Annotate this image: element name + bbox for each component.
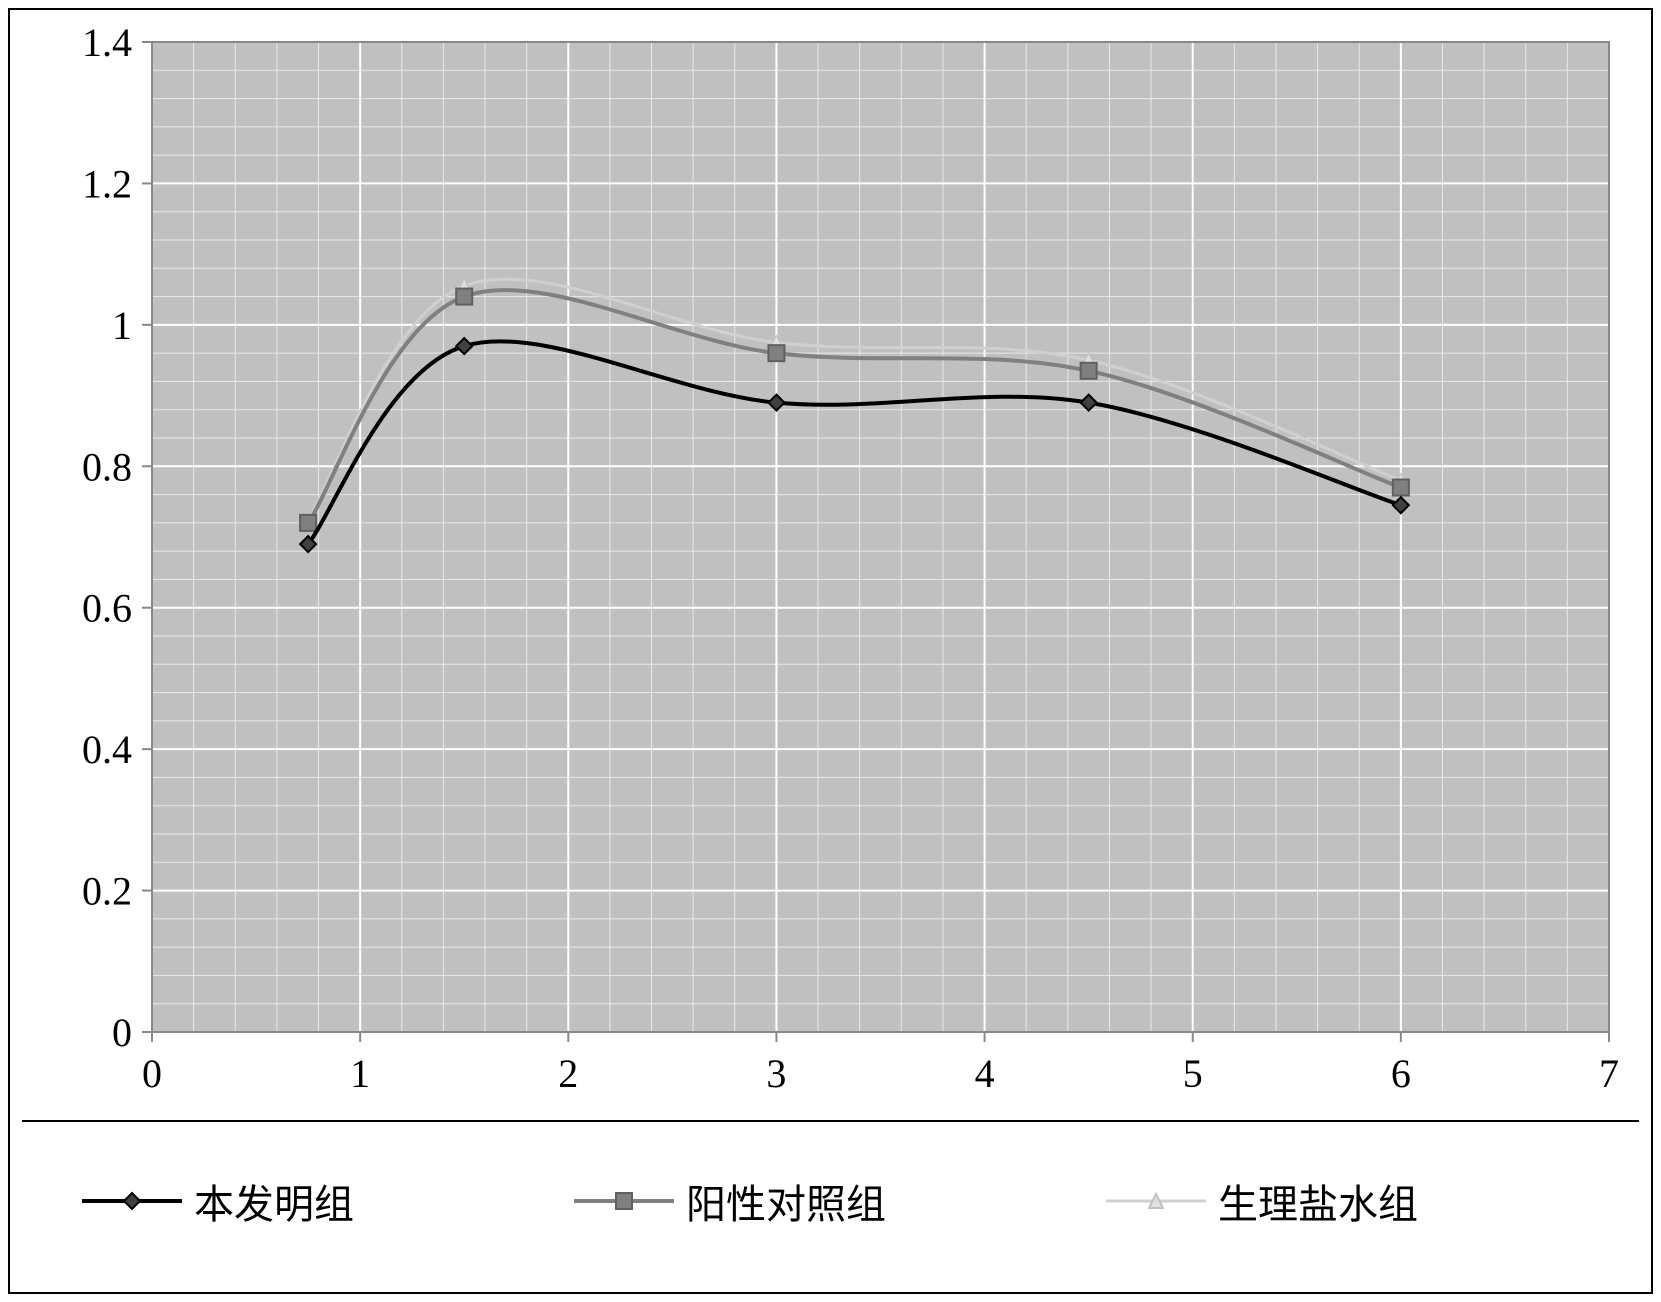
xtick-label: 1: [350, 1051, 370, 1096]
square-marker: [1081, 363, 1097, 379]
square-marker: [456, 289, 472, 305]
xtick-label: 3: [766, 1051, 786, 1096]
legend-item-2: 生理盐水组: [1106, 1172, 1418, 1230]
ytick-label: 0.6: [82, 586, 132, 631]
legend-area: 本发明组 阳性对照组 生理盐水组: [22, 1120, 1639, 1280]
xtick-label: 4: [975, 1051, 995, 1096]
xtick-label: 7: [1599, 1051, 1619, 1096]
legend-item-0: 本发明组: [82, 1172, 354, 1230]
diamond-icon: [124, 1193, 140, 1209]
plot-background: [152, 42, 1609, 1032]
chart-area: 0 0.2 0.4 0.6 0.8 1 1.2 1.4 0 1 2 3 4 5 6 7: [22, 22, 1639, 1112]
legend-sample: [1106, 1199, 1206, 1203]
ytick-label: 1.4: [82, 22, 132, 65]
ytick-label: 0.4: [82, 727, 132, 772]
ytick-label: 0: [112, 1010, 132, 1055]
square-icon: [616, 1193, 632, 1209]
ytick-label: 1: [112, 303, 132, 348]
square-marker: [300, 515, 316, 531]
legend-item-1: 阳性对照组: [574, 1172, 886, 1230]
xtick-label: 6: [1391, 1051, 1411, 1096]
legend-label: 本发明组: [194, 1172, 354, 1230]
legend-sample: [82, 1199, 182, 1203]
legend-label: 生理盐水组: [1218, 1172, 1418, 1230]
ytick-label: 0.8: [82, 444, 132, 489]
chart-svg: 0 0.2 0.4 0.6 0.8 1 1.2 1.4 0 1 2 3 4 5 6 7: [22, 22, 1639, 1112]
legend-label: 阳性对照组: [686, 1172, 886, 1230]
legend-sample: [574, 1199, 674, 1203]
ytick-label: 0.2: [82, 869, 132, 914]
xtick-label: 0: [142, 1051, 162, 1096]
chart-frame: 0 0.2 0.4 0.6 0.8 1 1.2 1.4 0 1 2 3 4 5 6 7 本发明组 阳性对照组 生理…: [8, 8, 1653, 1294]
square-marker: [1393, 480, 1409, 496]
xtick-label: 2: [558, 1051, 578, 1096]
square-marker: [768, 345, 784, 361]
xtick-label: 5: [1183, 1051, 1203, 1096]
ytick-label: 1.2: [82, 161, 132, 206]
